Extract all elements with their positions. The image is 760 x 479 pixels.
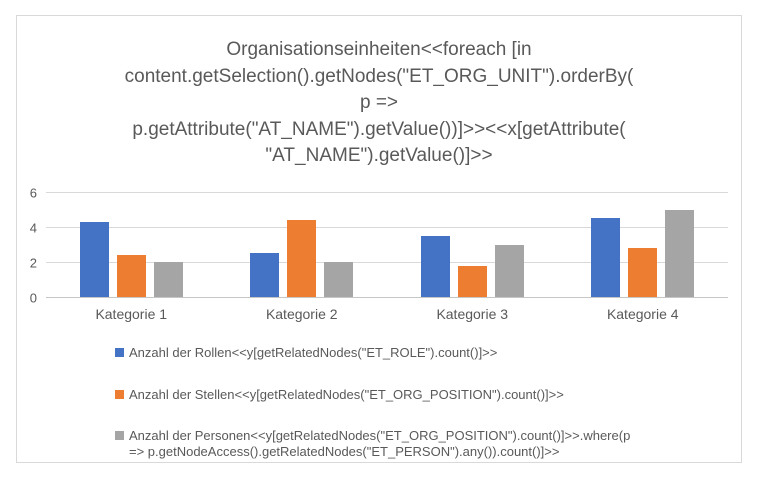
- legend-swatch-icon: [115, 348, 124, 357]
- legend-label: Anzahl der Stellen<<y[getRelatedNodes("E…: [129, 386, 564, 402]
- bar-group: [387, 192, 558, 297]
- x-axis-labels: Kategorie 1 Kategorie 2 Kategorie 3 Kategor…: [46, 306, 728, 322]
- bar-series-1-cat-4[interactable]: [591, 218, 621, 297]
- bar-series-2-cat-2[interactable]: [287, 220, 317, 297]
- x-axis-label: Kategorie 2: [265, 306, 338, 322]
- bar-groups: [46, 192, 728, 297]
- x-axis-label: Kategorie 4: [606, 306, 679, 322]
- bar-series-3-cat-4[interactable]: [665, 209, 695, 297]
- y-axis-tick-label: 6: [29, 185, 37, 200]
- y-axis-tick-label: 2: [29, 255, 37, 270]
- bar-group: [217, 192, 388, 297]
- gridline: [46, 227, 728, 228]
- legend-swatch-icon: [115, 431, 124, 440]
- bar-series-3-cat-1[interactable]: [153, 262, 183, 297]
- bar-series-2-cat-1[interactable]: [116, 255, 146, 297]
- legend-item[interactable]: Anzahl der Personen<<y[getRelatedNodes("…: [115, 428, 675, 459]
- bar-series-2-cat-4[interactable]: [628, 248, 658, 297]
- legend-label: Anzahl der Personen<<y[getRelatedNodes("…: [129, 428, 631, 459]
- chart-frame[interactable]: Organisationseinheiten<<foreach [in conte…: [16, 15, 742, 463]
- gridline: [46, 262, 728, 263]
- chart-title[interactable]: Organisationseinheiten<<foreach [in conte…: [37, 37, 721, 170]
- bar-group: [558, 192, 729, 297]
- bar-series-2-cat-3[interactable]: [457, 265, 487, 297]
- title-line: p =>: [359, 92, 399, 113]
- x-axis-label: Kategorie 1: [95, 306, 168, 322]
- bar-series-1-cat-3[interactable]: [420, 235, 450, 297]
- title-line: Organisationseinheiten<<foreach [in: [226, 39, 532, 60]
- legend: Anzahl der Rollen<<y[getRelatedNodes("ET…: [115, 345, 675, 479]
- legend-swatch-icon: [115, 389, 124, 399]
- title-line: p.getAttribute("AT_NAME").getValue())]>>…: [132, 118, 626, 140]
- bar-series-3-cat-3[interactable]: [494, 244, 524, 297]
- y-axis-tick-label: 4: [29, 220, 37, 235]
- plot-area: 0 2 4 6: [30, 185, 728, 305]
- legend-item[interactable]: Anzahl der Stellen<<y[getRelatedNodes("E…: [115, 387, 675, 403]
- title-line: content.getSelection().getNodes("ET_ORG_…: [124, 65, 634, 87]
- bar-series-1-cat-1[interactable]: [79, 221, 109, 297]
- bar-group: [46, 192, 217, 297]
- bar-series-1-cat-2[interactable]: [250, 253, 280, 297]
- x-axis-label: Kategorie 3: [436, 306, 509, 322]
- x-axis-line: [46, 297, 728, 298]
- bar-series-3-cat-2[interactable]: [324, 262, 354, 297]
- title-line: "AT_NAME").getValue()]>>: [265, 145, 493, 166]
- legend-label: Anzahl der Rollen<<y[getRelatedNodes("ET…: [129, 345, 498, 360]
- y-axis-tick-label: 0: [29, 290, 37, 305]
- legend-item[interactable]: Anzahl der Rollen<<y[getRelatedNodes("ET…: [115, 345, 675, 361]
- gridline: [46, 192, 728, 193]
